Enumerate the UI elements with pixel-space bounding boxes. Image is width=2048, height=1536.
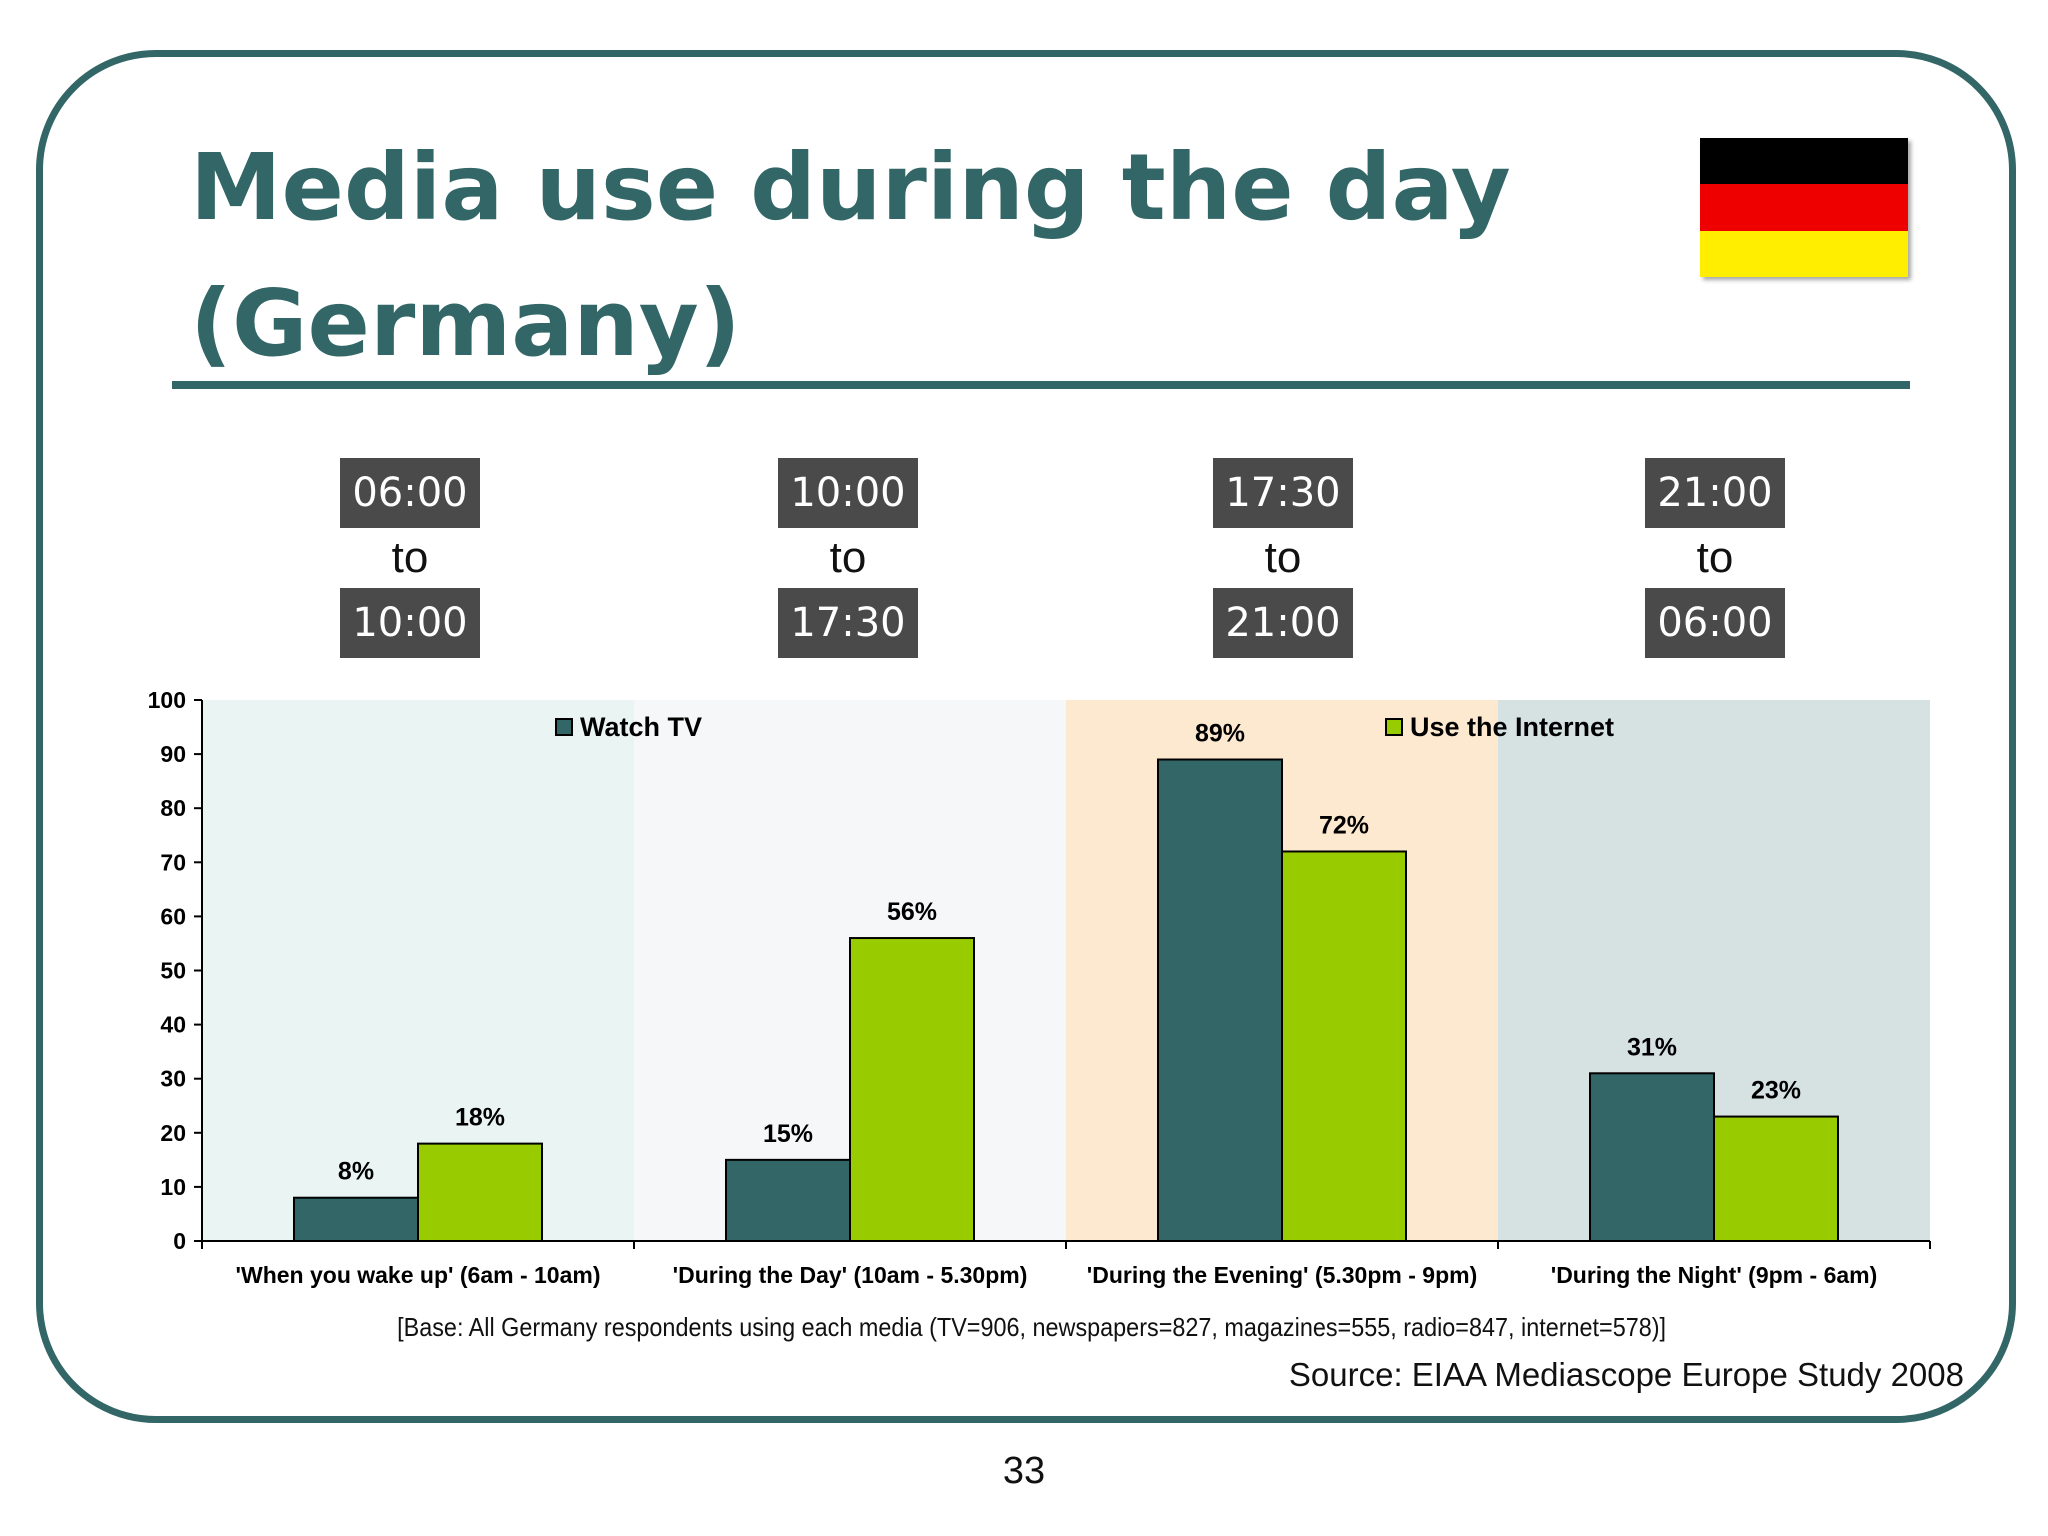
flag-stripe-black [1700,138,1908,185]
legend-entry: Use the Internet [1410,712,1614,742]
bar [725,1158,851,1242]
y-tick-label: 70 [160,849,186,875]
bar [1281,850,1407,1242]
bar [1713,1115,1839,1242]
flag-stripe-red [1700,184,1908,231]
y-tick-label: 20 [160,1120,186,1146]
time-slot-1: 06:00 to 10:00 [320,458,500,658]
time-from: 06:00 [340,458,480,528]
bar [293,1196,419,1242]
y-tick-label: 80 [160,795,186,821]
bar [417,1142,543,1242]
time-slot-3: 17:30 to 21:00 [1193,458,1373,658]
data-label: 56% [887,898,937,926]
data-label: 23% [1751,1077,1801,1105]
data-label: 15% [763,1120,813,1148]
data-label: 18% [455,1104,505,1132]
data-label: 89% [1195,720,1245,748]
y-tick-label: 40 [160,1012,186,1038]
time-to-word: to [1264,533,1302,582]
x-tick-label: 'During the Evening' (5.30pm - 9pm) [1087,1262,1477,1288]
time-to-word: to [829,533,867,582]
data-label: 72% [1319,811,1369,839]
time-to-word: to [391,533,429,582]
x-tick-label: 'When you wake up' (6am - 10am) [236,1262,601,1288]
data-label: 31% [1627,1033,1677,1061]
y-tick-label: 0 [173,1228,186,1254]
y-tick-label: 10 [160,1174,186,1200]
page-number: 33 [1002,1450,1046,1492]
y-tick-label: 90 [160,741,186,767]
flag-stripe-gold [1700,230,1908,277]
y-tick-label: 100 [148,687,186,713]
y-tick-label: 60 [160,903,186,929]
time-until: 17:30 [778,588,918,658]
y-tick-label: 30 [160,1066,186,1092]
title-rule [172,381,1910,389]
source-note: Source: EIAA Mediascope Europe Study 200… [1288,1356,1964,1393]
time-slot-2: 10:00 to 17:30 [758,458,938,658]
germany-flag-icon [1700,138,1908,277]
x-tick-label: 'During the Day' (10am - 5.30pm) [673,1262,1028,1288]
time-slot-4: 21:00 to 06:00 [1625,458,1805,658]
base-note: [Base: All Germany respondents using eac… [397,1312,1667,1342]
time-until: 21:00 [1213,588,1353,658]
time-from: 17:30 [1213,458,1353,528]
bar [849,937,975,1242]
time-from: 10:00 [778,458,918,528]
legend-swatch [555,718,573,736]
slide-title: Media use during the day (Germany) [190,134,1511,377]
y-tick-label: 50 [160,958,186,984]
bar-chart: 0 10 20 30 40 50 60 70 80 90 100 8% 18% 'When you wak… [148,687,1931,1288]
legend-entry: Watch TV [580,712,702,742]
time-until: 10:00 [340,588,480,658]
time-until: 06:00 [1645,588,1785,658]
legend-swatch [1385,718,1403,736]
bar [1157,758,1283,1242]
time-to-word: to [1696,533,1734,582]
data-label: 8% [338,1158,374,1186]
x-tick-label: 'During the Night' (9pm - 6am) [1551,1262,1878,1288]
bar [1589,1072,1715,1243]
time-from: 21:00 [1645,458,1785,528]
